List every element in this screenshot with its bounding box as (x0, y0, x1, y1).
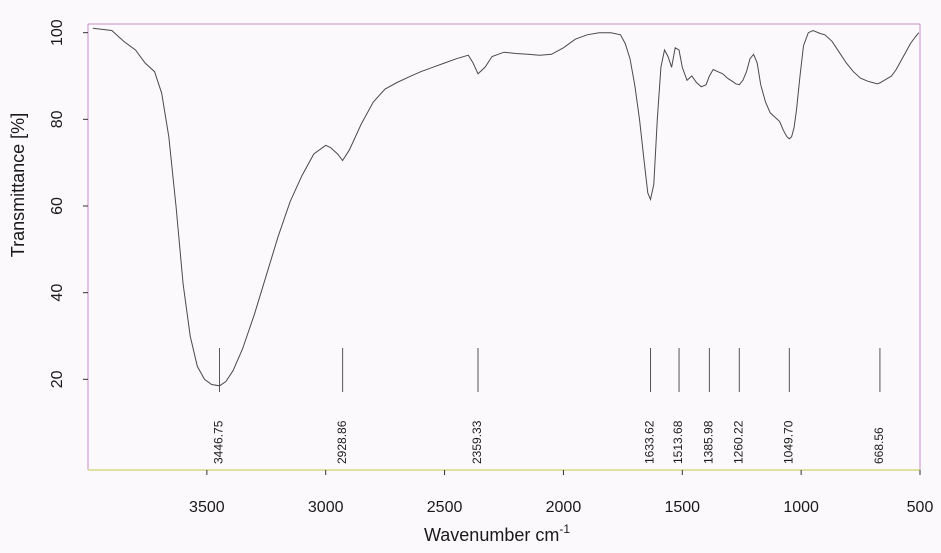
y-tick-label: 40 (49, 284, 66, 302)
transmittance-series-line (92, 27, 920, 387)
peak-wavenumber-label: 1049.70 (782, 420, 796, 464)
peak-wavenumber-label: 1633.62 (643, 420, 657, 464)
x-axis-label-superscript: -1 (559, 522, 570, 536)
peak-wavenumber-label: 2928.86 (335, 420, 349, 464)
y-axis-ticks: 20 40 60 80 100 (49, 19, 88, 388)
peak-wavenumber-label: 1260.22 (731, 420, 745, 464)
plot-frame (87, 23, 921, 471)
x-axis-ticks: 3500 3000 2500 2000 1500 1000 500 (189, 470, 933, 516)
x-tick-label: 1000 (783, 499, 819, 516)
peak-annotations: 3446.75 2928.86 2359.33 1633.62 1513.68 1385.… (212, 348, 886, 464)
x-axis-label: Wavenumber cm-1 (424, 522, 570, 545)
x-tick-label: 3000 (308, 499, 344, 516)
x-tick-label: 2500 (427, 499, 463, 516)
y-tick-label: 60 (49, 197, 66, 215)
peak-wavenumber-label: 2359.33 (470, 420, 484, 464)
peak-wavenumber-label: 1513.68 (671, 420, 685, 464)
y-tick-label: 100 (49, 19, 66, 46)
y-tick-label: 20 (49, 370, 66, 388)
y-tick-label: 80 (49, 110, 66, 128)
x-tick-label: 3500 (189, 499, 225, 516)
x-tick-label: 1500 (664, 499, 700, 516)
peak-wavenumber-label: 3446.75 (212, 420, 226, 464)
peak-wavenumber-label: 1385.98 (702, 420, 716, 464)
x-tick-label: 500 (907, 499, 934, 516)
x-axis-label-main: Wavenumber cm (424, 525, 559, 545)
y-axis-label: Transmittance [%] (8, 113, 28, 257)
x-tick-label: 2000 (546, 499, 582, 516)
peak-wavenumber-label: 668.56 (872, 427, 886, 464)
